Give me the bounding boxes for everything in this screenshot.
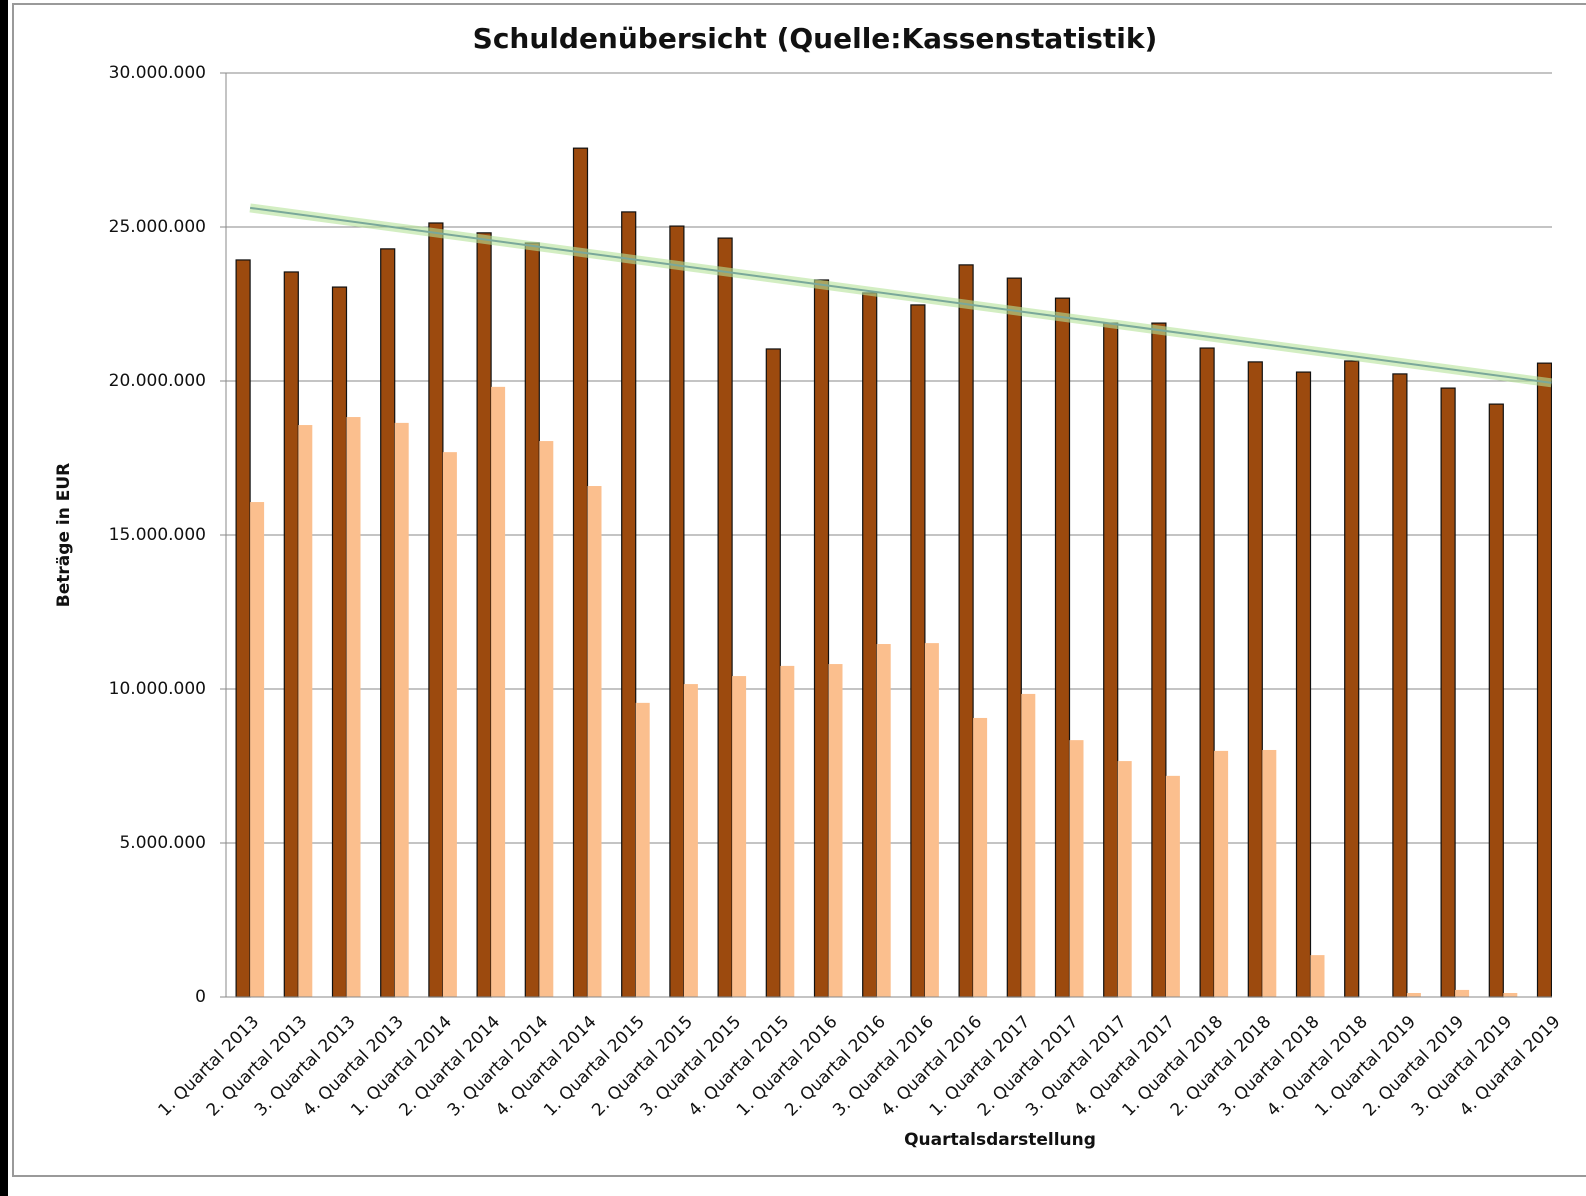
bar [1310,955,1325,997]
plot-area [220,72,1552,998]
bar [346,417,361,997]
bar [283,271,299,998]
bar [765,348,781,998]
y-axis-title: Beträge in EUR [54,463,74,607]
bar [876,644,891,997]
bar [1440,387,1456,998]
bar [1214,750,1229,997]
bar [862,292,878,998]
bar [1406,992,1421,997]
bar [732,676,747,997]
bar [1247,361,1263,998]
y-tick-label: 30.000.000 [109,63,206,83]
y-tick-label: 15.000.000 [109,525,206,545]
bar [924,643,939,997]
bar [717,237,733,998]
bar [1392,373,1408,998]
bar [1006,277,1022,998]
y-tick-label: 0 [195,987,206,1007]
bar [910,304,926,998]
bar [235,259,251,998]
bar [539,441,554,997]
bar [828,664,843,997]
y-tick-label: 10.000.000 [109,679,206,699]
bar [1503,992,1518,997]
bar [1199,347,1215,998]
bar [587,486,602,997]
bar [380,248,396,998]
bar [1536,362,1552,998]
bar [780,665,795,997]
bar [298,425,313,997]
bar [394,422,409,997]
bar [1117,761,1132,997]
bar [1262,749,1277,997]
bar [813,279,830,998]
bar [476,232,492,998]
y-tick-label: 25.000.000 [109,217,206,237]
bar [1165,775,1180,997]
left-edge [0,0,8,1196]
bar [491,386,506,997]
bar [1069,740,1084,997]
bar [669,225,685,998]
bar [683,684,698,997]
bar [1021,693,1036,997]
bar [1455,989,1470,997]
bar [250,502,265,997]
bar [1344,360,1360,998]
bar [958,264,974,998]
y-tick-label: 5.000.000 [119,833,206,853]
bar [331,286,348,998]
bar [1103,322,1119,998]
bar [1054,297,1071,998]
bar [442,452,457,997]
bar [1151,322,1167,998]
bar [621,211,637,998]
trendline [249,206,1552,384]
x-axis-title: Quartalsdarstellung [904,1130,1096,1150]
bar [428,222,444,998]
bar [973,717,988,997]
bar [1488,403,1504,998]
chart-title: Schuldenübersicht (Quelle:Kassenstatisti… [473,22,1158,55]
bar [1295,371,1312,998]
bar [524,242,540,998]
y-tick-label: 20.000.000 [109,371,206,391]
bar [635,702,650,997]
bar [572,147,589,998]
